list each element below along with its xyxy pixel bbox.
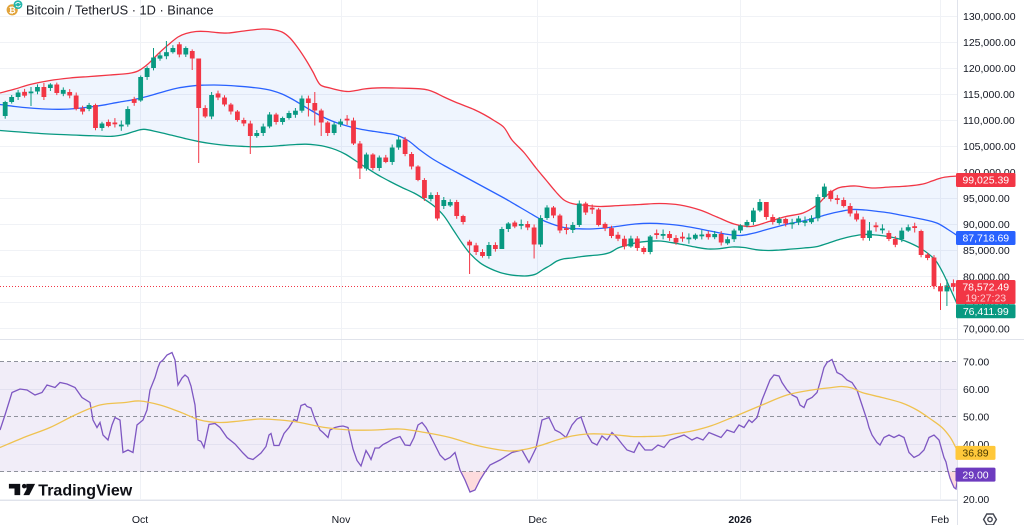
- svg-text:130,000.00: 130,000.00: [963, 11, 1016, 23]
- svg-text:20.00: 20.00: [963, 494, 989, 506]
- svg-text:70.00: 70.00: [963, 357, 989, 369]
- svg-text:60.00: 60.00: [963, 384, 989, 396]
- svg-text:125,000.00: 125,000.00: [963, 37, 1016, 49]
- svg-text:Nov: Nov: [332, 514, 351, 525]
- svg-text:115,000.00: 115,000.00: [963, 89, 1015, 101]
- svg-text:110,000.00: 110,000.00: [963, 115, 1015, 127]
- svg-text:2026: 2026: [728, 514, 752, 525]
- svg-text:78,572.49: 78,572.49: [962, 281, 1009, 293]
- svg-text:TradingView: TradingView: [38, 482, 133, 499]
- svg-text:90,000.00: 90,000.00: [963, 219, 1010, 231]
- svg-text:85,000.00: 85,000.00: [963, 245, 1010, 257]
- svg-text:120,000.00: 120,000.00: [963, 63, 1016, 75]
- svg-text:Dec: Dec: [528, 514, 547, 525]
- svg-text:50.00: 50.00: [963, 412, 989, 424]
- svg-text:Bitcoin / TetherUS · 1D · Bina: Bitcoin / TetherUS · 1D · Binance: [26, 2, 214, 17]
- svg-text:29.00: 29.00: [962, 469, 988, 481]
- svg-text:99,025.39: 99,025.39: [962, 175, 1009, 187]
- svg-text:Feb: Feb: [931, 514, 949, 525]
- svg-text:36.89: 36.89: [962, 448, 988, 460]
- svg-text:105,000.00: 105,000.00: [963, 141, 1016, 153]
- svg-text:Oct: Oct: [132, 514, 148, 525]
- svg-text:70,000.00: 70,000.00: [963, 323, 1010, 335]
- svg-text:87,718.69: 87,718.69: [962, 233, 1009, 245]
- svg-text:₿: ₿: [9, 5, 16, 15]
- svg-text:19:27:23: 19:27:23: [965, 292, 1006, 304]
- svg-text:95,000.00: 95,000.00: [963, 193, 1010, 205]
- svg-text:76,411.99: 76,411.99: [963, 306, 1009, 318]
